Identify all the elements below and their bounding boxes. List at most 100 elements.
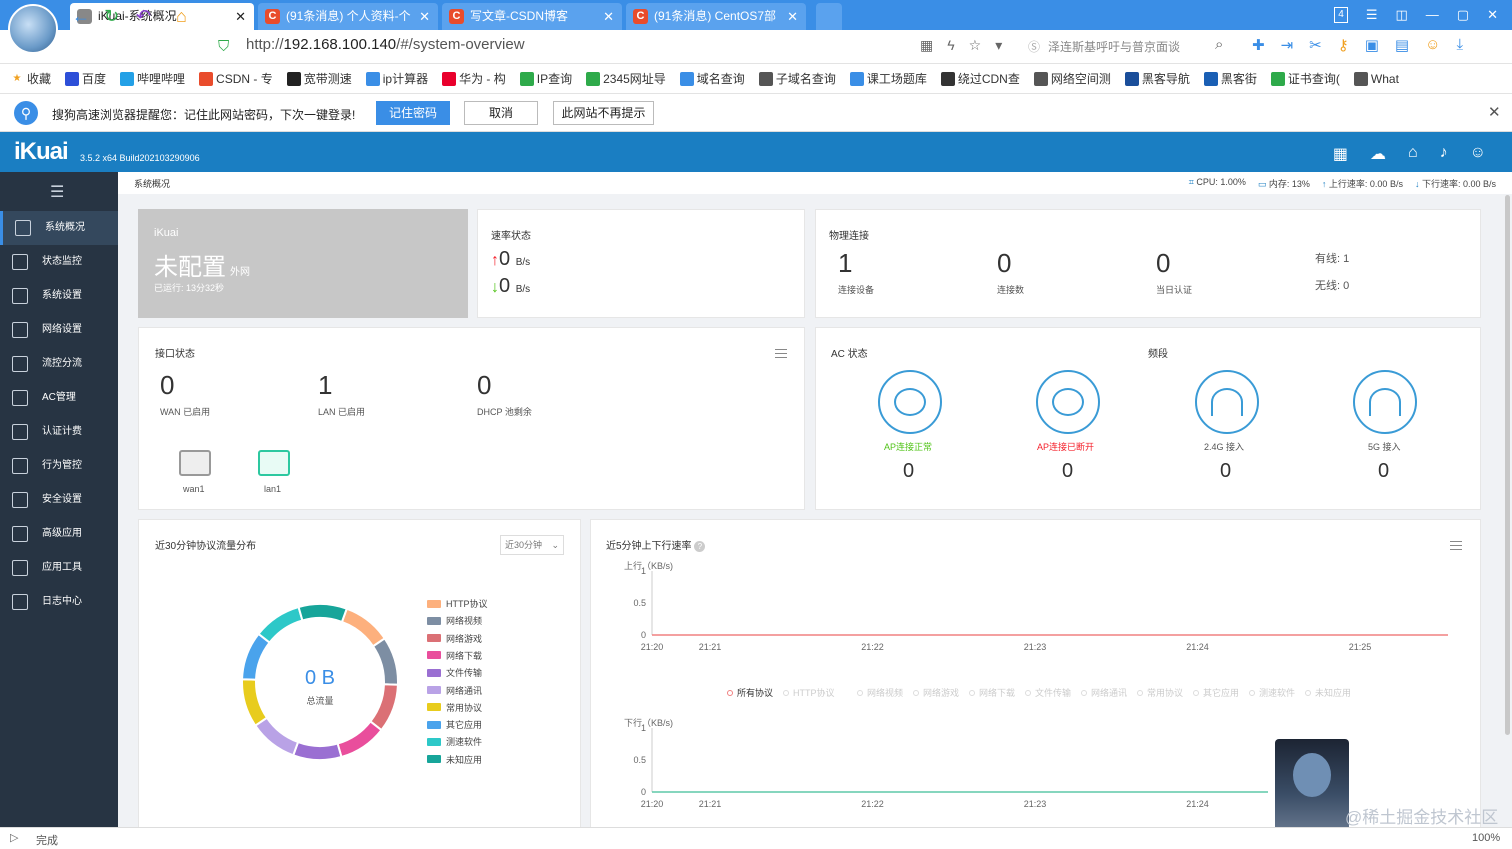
close-icon[interactable]: ✕ xyxy=(419,9,430,24)
qr-icon[interactable]: ▦ xyxy=(920,37,934,53)
legend-item[interactable]: 未知应用 xyxy=(427,753,482,766)
bookmark-item[interactable]: 宽带测速 xyxy=(286,70,352,87)
bookmark-item[interactable]: 黑客导航 xyxy=(1124,70,1190,87)
emoji-icon[interactable]: ☺ xyxy=(1425,36,1441,53)
close-icon[interactable]: ✕ xyxy=(235,9,246,24)
chart-legend-marker[interactable] xyxy=(913,690,919,696)
star-icon[interactable]: ☆ xyxy=(968,37,982,53)
bookmark-item[interactable]: ip计算器 xyxy=(365,70,428,87)
sidebar-item-9[interactable]: 高级应用 xyxy=(0,517,118,551)
translate-icon[interactable]: ▣ xyxy=(1364,37,1379,54)
port-lan-icon[interactable] xyxy=(258,450,290,476)
port-wan-icon[interactable] xyxy=(179,450,211,476)
sidebar-item-7[interactable]: 行为管控 xyxy=(0,449,118,483)
play-icon[interactable]: ▷ xyxy=(10,832,19,844)
puzzle-icon[interactable]: ✚ xyxy=(1252,37,1265,54)
donut-slice-1[interactable] xyxy=(371,637,399,686)
legend-item[interactable]: 网络游戏 xyxy=(427,632,482,645)
chart-legend-marker[interactable] xyxy=(1025,690,1031,696)
home-icon[interactable]: ⌂ xyxy=(1407,144,1418,161)
menu-icon[interactable] xyxy=(775,349,787,358)
sidebar-item-10[interactable]: 应用工具 xyxy=(0,551,118,585)
chart-legend-marker[interactable] xyxy=(783,690,789,696)
chevron-down-icon[interactable]: ▾ xyxy=(995,37,1003,53)
donut-slice-0[interactable] xyxy=(340,607,387,648)
back-icon[interactable]: ← xyxy=(72,6,90,26)
bookmark-item[interactable]: 域名查询 xyxy=(679,70,745,87)
bookmark-item[interactable]: 2345网址导 xyxy=(586,70,666,87)
undo-icon[interactable]: ↶ xyxy=(136,6,152,26)
bookmark-item[interactable]: ★ 收藏 xyxy=(10,70,52,87)
bookmark-item[interactable]: 绕过CDN查 xyxy=(940,70,1020,87)
bookmark-item[interactable]: 华为 - 构 xyxy=(442,70,506,87)
sidebar-item-0[interactable]: 系统概况 xyxy=(0,211,118,245)
chart-legend-marker[interactable] xyxy=(1137,690,1143,696)
bookmark-item[interactable]: 黑客街 xyxy=(1203,70,1257,87)
sidebar-item-5[interactable]: AC管理 xyxy=(0,381,118,415)
donut-slice-4[interactable] xyxy=(291,740,343,761)
flash-icon[interactable]: ϟ xyxy=(947,37,955,53)
bookmark-item[interactable]: IP查询 xyxy=(519,70,572,87)
donut-slice-7[interactable] xyxy=(241,632,272,681)
legend-item[interactable]: 网络视频 xyxy=(427,614,482,627)
search-icon[interactable]: ⌕ xyxy=(1215,36,1224,53)
menu-icon[interactable] xyxy=(1450,541,1462,550)
home-icon[interactable]: ⌂ xyxy=(176,6,187,26)
window-close-icon[interactable]: ✕ xyxy=(1487,7,1498,22)
key-icon[interactable]: ⚷ xyxy=(1337,37,1349,54)
sidebar-item-4[interactable]: 流控分流 xyxy=(0,347,118,381)
cloud-icon[interactable]: ☁ xyxy=(1369,146,1386,163)
chart-legend-marker[interactable] xyxy=(727,690,733,696)
tab-centos[interactable]: C (91条消息) CentOS7部 ✕ xyxy=(626,3,806,30)
scissors-icon[interactable]: ✂ xyxy=(1309,37,1322,54)
donut-slice-3[interactable] xyxy=(336,720,383,759)
url-field[interactable]: http://192.168.100.140/#/system-overview xyxy=(246,36,525,53)
chart-legend-marker[interactable] xyxy=(857,690,863,696)
help-icon[interactable]: ? xyxy=(694,541,706,552)
donut-slice-2[interactable] xyxy=(368,683,399,732)
legend-item[interactable]: 网络通讯 xyxy=(427,684,482,697)
close-icon[interactable]: ✕ xyxy=(1488,104,1501,121)
close-icon[interactable]: ✕ xyxy=(787,9,798,24)
donut-slice-9[interactable] xyxy=(297,603,349,624)
legend-item[interactable]: HTTP协议 xyxy=(427,597,488,610)
reader-icon[interactable]: ▤ xyxy=(1394,37,1410,54)
legend-item[interactable]: 测速软件 xyxy=(427,735,482,748)
refresh-icon[interactable]: ↻ xyxy=(104,6,120,26)
tab-count-badge[interactable]: 4 xyxy=(1334,7,1348,23)
chart-legend-marker[interactable] xyxy=(1081,690,1087,696)
sidebar-item-6[interactable]: 认证计费 xyxy=(0,415,118,449)
qrcode-icon[interactable]: ▦ xyxy=(1332,146,1348,163)
sidebar-toggle-icon[interactable]: ☰ xyxy=(50,184,65,201)
sidebar-item-8[interactable]: 安全设置 xyxy=(0,483,118,517)
user-avatar[interactable] xyxy=(8,4,58,54)
zoom-level[interactable]: 100% xyxy=(1472,832,1501,844)
legend-item[interactable]: 其它应用 xyxy=(427,718,482,731)
tab-write[interactable]: C 写文章-CSDN博客 ✕ xyxy=(442,3,622,30)
skin-icon[interactable]: ◫ xyxy=(1395,7,1408,22)
donut-slice-6[interactable] xyxy=(241,678,269,727)
tab-profile[interactable]: C (91条消息) 个人资料-个 ✕ xyxy=(258,3,438,30)
chart-legend-marker[interactable] xyxy=(1305,690,1311,696)
sidebar-item-2[interactable]: 系统设置 xyxy=(0,279,118,313)
donut-slice-8[interactable] xyxy=(257,605,304,644)
chart-legend-marker[interactable] xyxy=(1249,690,1255,696)
minimize-icon[interactable]: — xyxy=(1425,7,1439,22)
menu-icon[interactable]: ☰ xyxy=(1365,7,1378,22)
close-icon[interactable]: ✕ xyxy=(603,9,614,24)
cancel-button[interactable]: 取消 xyxy=(464,101,538,125)
legend-item[interactable]: 常用协议 xyxy=(427,701,482,714)
bookmark-item[interactable]: 子域名查询 xyxy=(758,70,836,87)
bookmark-item[interactable]: CSDN - 专 xyxy=(199,70,273,87)
bell-icon[interactable]: ♪ xyxy=(1439,144,1448,161)
bookmark-item[interactable]: 网络空间测 xyxy=(1033,70,1111,87)
scrollbar[interactable] xyxy=(1505,195,1510,735)
new-tab-button[interactable] xyxy=(816,3,842,30)
never-prompt-button[interactable]: 此网站不再提示 xyxy=(553,101,654,125)
search-input[interactable]: Ⓢ 泽连斯基呼吁与普京面谈 xyxy=(1028,38,1180,55)
bookmark-item[interactable]: 百度 xyxy=(65,70,106,87)
tab-ikuai[interactable]: iKuai-系统概况 ✕ xyxy=(70,3,254,30)
chart-legend-marker[interactable] xyxy=(1193,690,1199,696)
remember-password-button[interactable]: 记住密码 xyxy=(376,101,450,125)
time-range-select[interactable]: 近30分钟 ⌄ xyxy=(500,535,564,555)
